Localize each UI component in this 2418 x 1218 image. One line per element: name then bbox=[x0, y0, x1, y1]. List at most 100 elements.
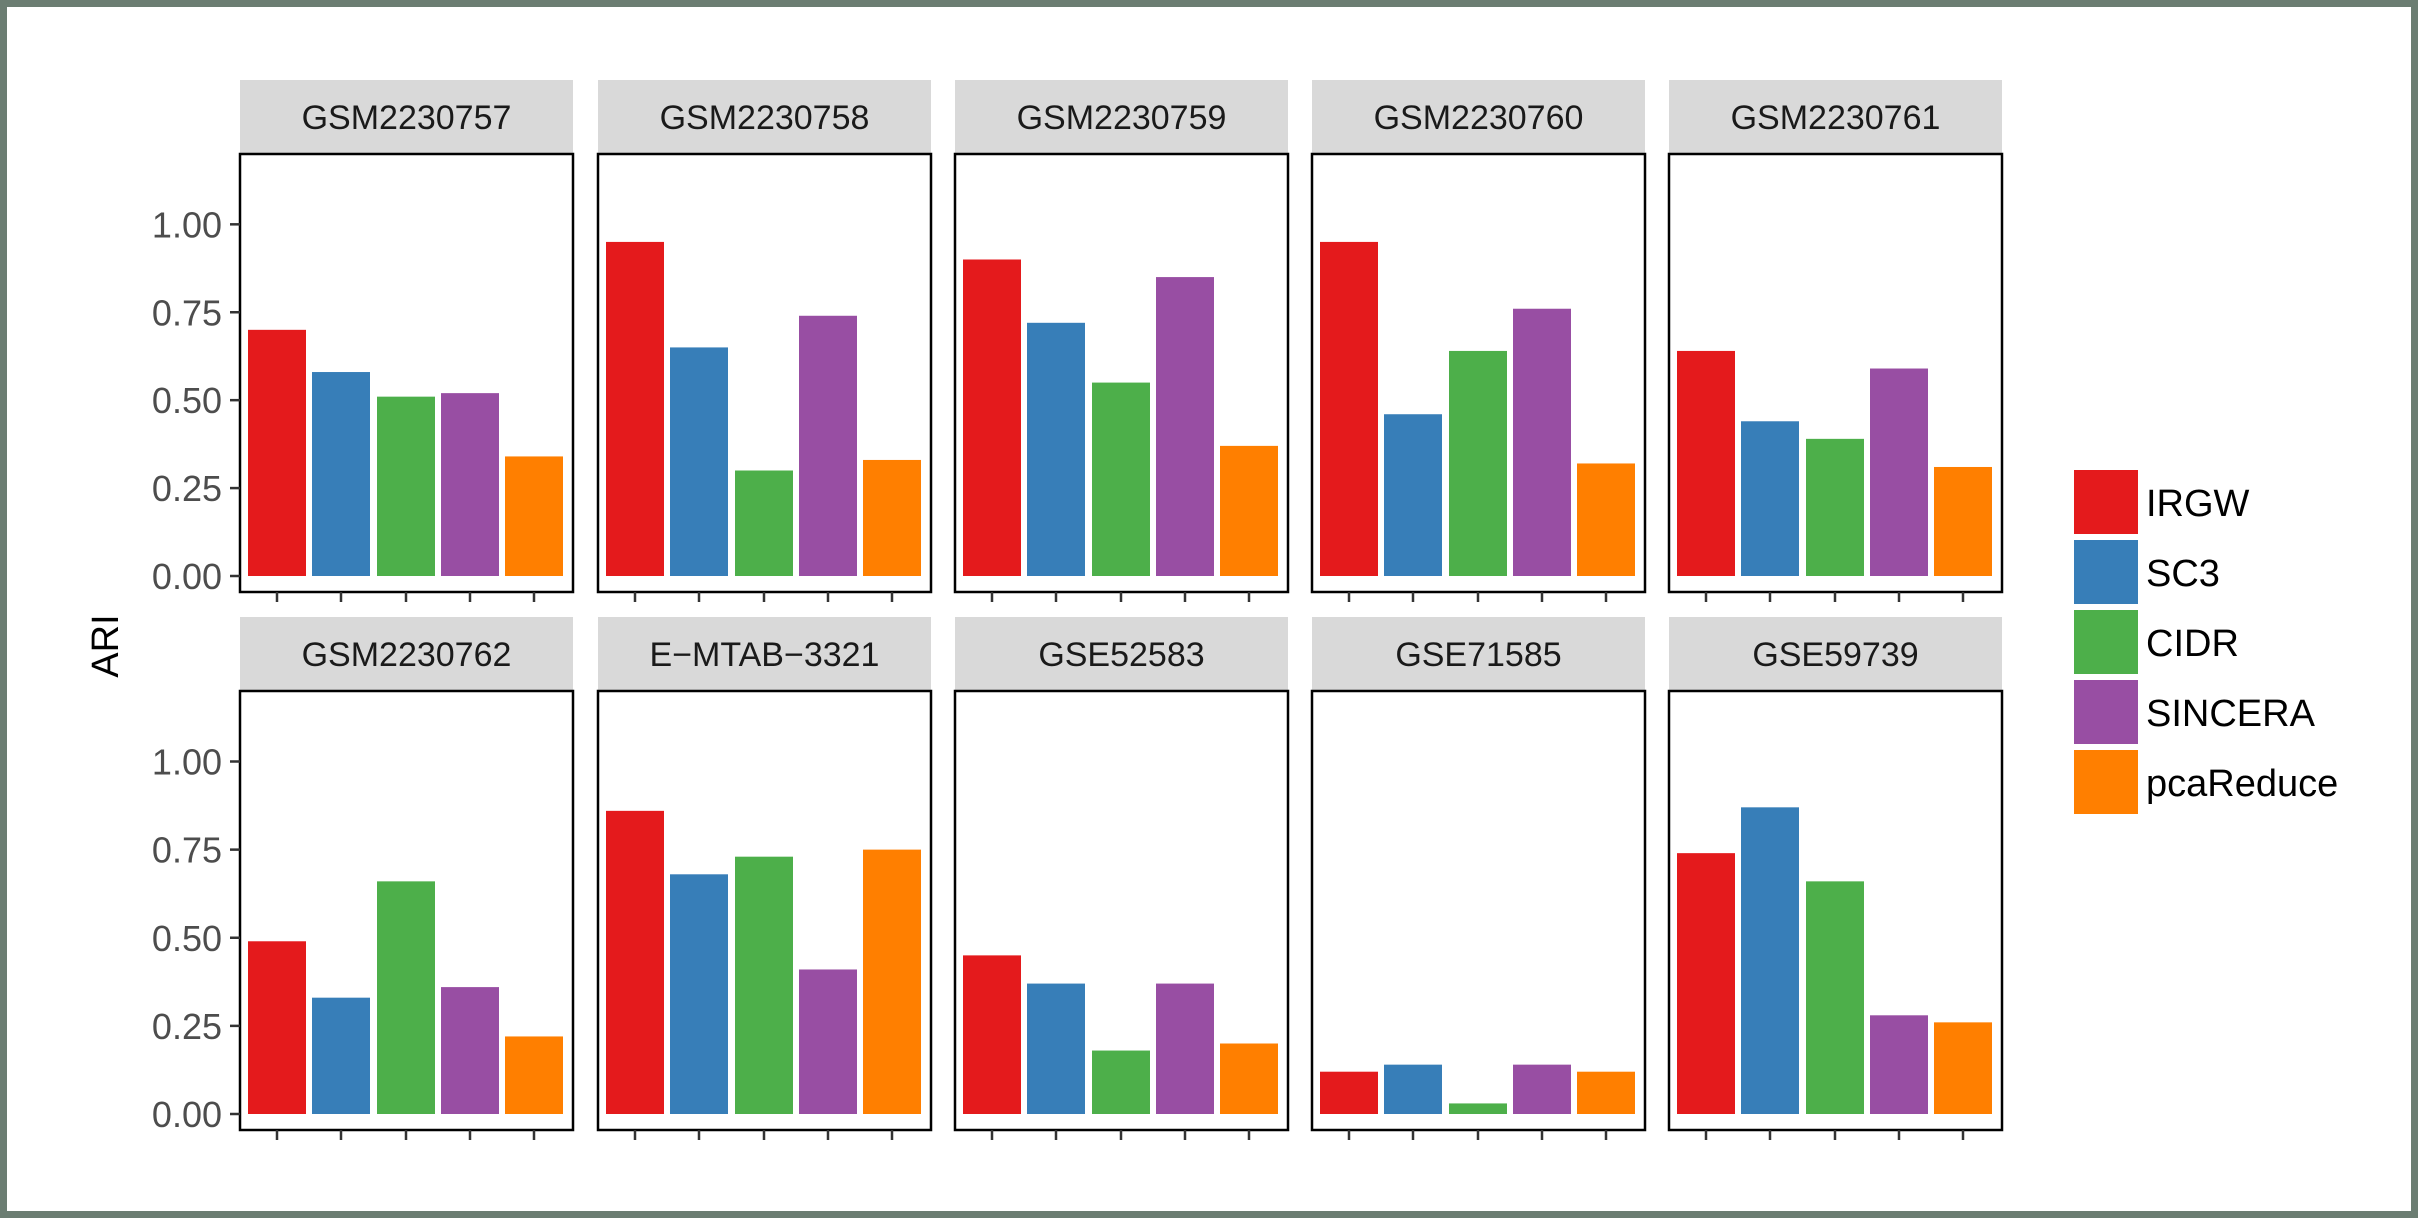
facet-strip-label: GSM2230760 bbox=[1374, 99, 1584, 137]
bar-pcareduce bbox=[505, 456, 563, 576]
bar-pcareduce bbox=[863, 459, 921, 576]
bar-sincera bbox=[1870, 1015, 1928, 1114]
bar-pcareduce bbox=[863, 849, 921, 1114]
facet-strip bbox=[598, 80, 931, 154]
facet-panel: GSE71585 bbox=[1310, 617, 1647, 1140]
y-tick-label: 0.50 bbox=[152, 918, 222, 959]
legend-key-sc3 bbox=[2074, 540, 2138, 604]
facet-panel: GSM2230758 bbox=[596, 80, 933, 602]
facet-strip bbox=[240, 80, 573, 154]
bar-sincera bbox=[1870, 368, 1928, 576]
bar-sc3 bbox=[1741, 421, 1799, 576]
legend-key-pcareduce bbox=[2074, 750, 2138, 814]
bar-sc3 bbox=[670, 347, 728, 576]
bar-cidr bbox=[1806, 438, 1864, 576]
bar-sincera bbox=[799, 315, 857, 576]
bar-irgw bbox=[248, 329, 306, 576]
bar-sc3 bbox=[1384, 1064, 1442, 1114]
bar-sc3 bbox=[312, 997, 370, 1114]
bar-cidr bbox=[1449, 1103, 1507, 1114]
facet-strip-label: GSE52583 bbox=[1038, 636, 1204, 674]
y-tick-label: 1.00 bbox=[152, 204, 222, 245]
facet-strip-label: GSE71585 bbox=[1395, 636, 1561, 674]
bar-pcareduce bbox=[1934, 466, 1992, 576]
bar-pcareduce bbox=[1934, 1022, 1992, 1114]
bar-irgw bbox=[1320, 1071, 1378, 1114]
facet-strip bbox=[955, 80, 1288, 154]
bar-pcareduce bbox=[505, 1036, 563, 1114]
y-axis-label: ARI bbox=[85, 614, 127, 677]
bar-sc3 bbox=[670, 874, 728, 1114]
bar-irgw bbox=[606, 810, 664, 1114]
y-tick-label: 1.00 bbox=[152, 742, 222, 783]
bar-cidr bbox=[735, 470, 793, 576]
facet-strip-label: E−MTAB−3321 bbox=[650, 636, 880, 674]
bar-sc3 bbox=[312, 372, 370, 576]
bar-pcareduce bbox=[1577, 1071, 1635, 1114]
facet-panel: GSM2230762 bbox=[238, 617, 575, 1140]
y-tick-label: 0.25 bbox=[152, 468, 222, 509]
facet-panel: E−MTAB−3321 bbox=[596, 617, 933, 1140]
facet-strip-label: GSM2230761 bbox=[1731, 99, 1941, 137]
bar-irgw bbox=[963, 259, 1021, 576]
bar-sincera bbox=[799, 969, 857, 1114]
facet-panel: GSE52583 bbox=[953, 617, 1290, 1140]
bar-sincera bbox=[1513, 308, 1571, 576]
bar-sincera bbox=[1156, 277, 1214, 576]
facet-strip bbox=[598, 617, 931, 691]
y-tick-label: 0.25 bbox=[152, 1006, 222, 1047]
bar-sincera bbox=[1156, 983, 1214, 1114]
facet-strip bbox=[1669, 80, 2002, 154]
y-tick-label: 0.75 bbox=[152, 292, 222, 333]
legend-label: IRGW bbox=[2146, 483, 2250, 525]
legend-label: SINCERA bbox=[2146, 693, 2316, 735]
legend-key-cidr bbox=[2074, 610, 2138, 674]
bar-irgw bbox=[606, 241, 664, 576]
facet-strip-label: GSM2230759 bbox=[1017, 99, 1227, 137]
y-tick-label: 0.00 bbox=[152, 1094, 222, 1135]
legend-label: pcaReduce bbox=[2146, 763, 2338, 805]
facet-strip bbox=[1312, 80, 1645, 154]
y-tick-label: 0.50 bbox=[152, 380, 222, 421]
facet-strip bbox=[955, 617, 1288, 691]
bar-irgw bbox=[1677, 350, 1735, 576]
bar-cidr bbox=[1092, 382, 1150, 576]
bar-irgw bbox=[1677, 853, 1735, 1114]
bar-pcareduce bbox=[1220, 445, 1278, 576]
bar-cidr bbox=[377, 396, 435, 576]
facet-strip bbox=[1669, 617, 2002, 691]
legend-key-sincera bbox=[2074, 680, 2138, 744]
bar-cidr bbox=[1092, 1050, 1150, 1114]
bar-irgw bbox=[963, 955, 1021, 1114]
bar-sincera bbox=[441, 393, 499, 576]
facet-strip-label: GSM2230758 bbox=[660, 99, 870, 137]
bar-pcareduce bbox=[1577, 463, 1635, 576]
bar-sincera bbox=[441, 987, 499, 1114]
facet-panel: GSE59739 bbox=[1667, 617, 2004, 1140]
facet-panel: GSM2230757 bbox=[238, 80, 575, 602]
bar-cidr bbox=[735, 856, 793, 1114]
bar-cidr bbox=[1806, 881, 1864, 1114]
legend-key-irgw bbox=[2074, 470, 2138, 534]
facet-strip bbox=[240, 617, 573, 691]
bar-sincera bbox=[1513, 1064, 1571, 1114]
facet-strip-label: GSE59739 bbox=[1752, 636, 1918, 674]
y-tick-label: 0.75 bbox=[152, 830, 222, 871]
panel-border bbox=[1310, 689, 1647, 1132]
bar-sc3 bbox=[1027, 322, 1085, 576]
facet-strip bbox=[1312, 617, 1645, 691]
facet-panel: GSM2230760 bbox=[1310, 80, 1647, 602]
bar-cidr bbox=[1449, 350, 1507, 576]
bar-sc3 bbox=[1384, 414, 1442, 576]
bar-sc3 bbox=[1741, 807, 1799, 1114]
y-tick-label: 0.00 bbox=[152, 556, 222, 597]
facet-panel: GSM2230759 bbox=[953, 80, 1290, 602]
bar-sc3 bbox=[1027, 983, 1085, 1114]
facet-strip-label: GSM2230757 bbox=[302, 99, 512, 137]
legend-label: CIDR bbox=[2146, 623, 2239, 665]
facet-panel: GSM2230761 bbox=[1667, 80, 2004, 602]
bar-pcareduce bbox=[1220, 1043, 1278, 1114]
legend-label: SC3 bbox=[2146, 553, 2220, 595]
